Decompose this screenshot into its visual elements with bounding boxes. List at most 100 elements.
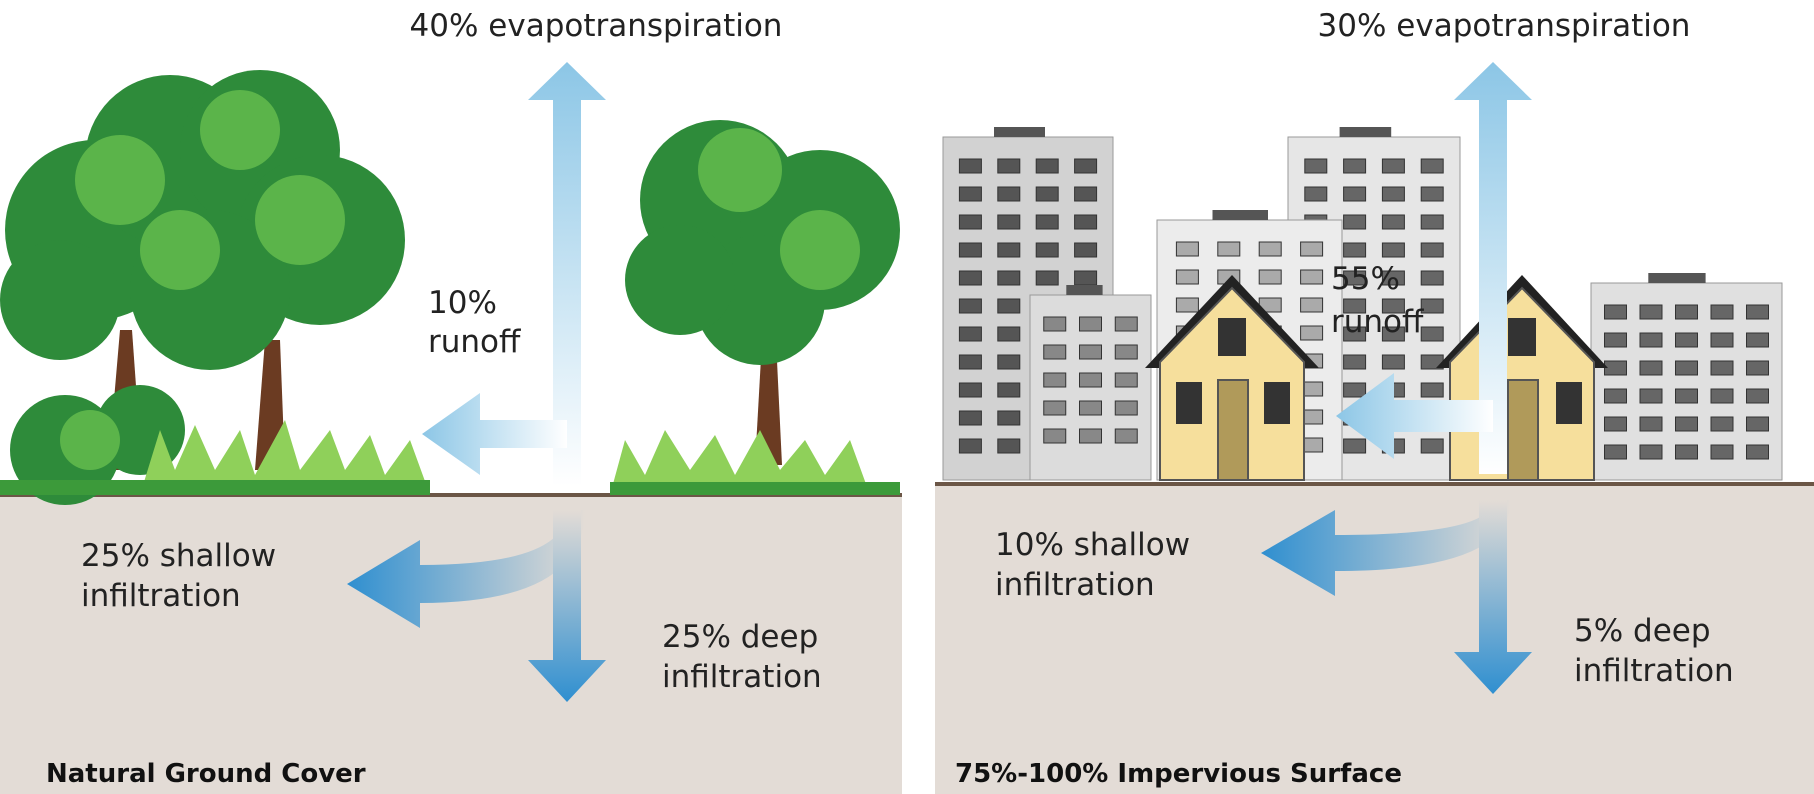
evapotranspiration-label: 30% evapotranspiration <box>1318 8 1691 44</box>
window <box>1075 243 1097 257</box>
window <box>1344 215 1366 229</box>
window <box>1075 159 1097 173</box>
runoff-label: runoff <box>1331 304 1424 340</box>
window <box>1080 429 1102 443</box>
window <box>1421 159 1443 173</box>
window <box>1036 243 1058 257</box>
window <box>1747 305 1769 319</box>
window <box>1344 355 1366 369</box>
window <box>1344 439 1366 453</box>
window <box>959 383 981 397</box>
window <box>1301 270 1323 284</box>
diagram: 40% evapotranspiration 10% runoff 25% sh… <box>0 0 1814 794</box>
window <box>959 299 981 313</box>
window <box>1640 445 1662 459</box>
runoff-label: runoff <box>428 324 521 360</box>
window <box>1075 271 1097 285</box>
window <box>1382 215 1404 229</box>
window <box>1676 389 1698 403</box>
window <box>1747 333 1769 347</box>
window <box>998 215 1020 229</box>
window <box>1640 389 1662 403</box>
window <box>1115 401 1137 415</box>
deep-label: infiltration <box>662 659 822 695</box>
window <box>1259 270 1281 284</box>
window <box>1301 298 1323 312</box>
window <box>998 355 1020 369</box>
window <box>998 411 1020 425</box>
window <box>1747 389 1769 403</box>
window <box>1747 417 1769 431</box>
window <box>1640 305 1662 319</box>
window <box>1115 317 1137 331</box>
window <box>1176 298 1198 312</box>
window <box>1711 445 1733 459</box>
page: {"panels": [ {"title": "Natural Ground C… <box>0 0 1814 794</box>
deep-label: 5% deep <box>1574 613 1711 649</box>
window <box>1382 187 1404 201</box>
window <box>1711 361 1733 375</box>
window <box>1747 361 1769 375</box>
panel-title: Natural Ground Cover <box>46 759 366 789</box>
shallow-label: 10% shallow <box>995 527 1190 563</box>
window <box>998 327 1020 341</box>
window <box>1344 243 1366 257</box>
shallow-label: 25% shallow <box>81 538 276 574</box>
window <box>1080 373 1102 387</box>
window <box>1676 333 1698 347</box>
window <box>1044 401 1066 415</box>
window <box>1382 243 1404 257</box>
roof-unit <box>1066 285 1102 295</box>
window <box>1044 317 1066 331</box>
window <box>1676 305 1698 319</box>
window <box>1421 327 1443 341</box>
window <box>1421 299 1443 313</box>
window <box>998 299 1020 313</box>
window <box>959 327 981 341</box>
window <box>1421 383 1443 397</box>
window <box>998 439 1020 453</box>
window <box>1259 242 1281 256</box>
roof-unit <box>1213 210 1269 220</box>
window <box>1080 401 1102 415</box>
window <box>1421 271 1443 285</box>
window <box>1115 429 1137 443</box>
window <box>1036 187 1058 201</box>
window <box>1044 373 1066 387</box>
window <box>959 411 981 425</box>
window <box>1305 187 1327 201</box>
window <box>1421 187 1443 201</box>
window <box>1382 159 1404 173</box>
window <box>1115 373 1137 387</box>
window <box>1075 215 1097 229</box>
window <box>1711 389 1733 403</box>
runoff-label: 10% <box>428 285 497 321</box>
window <box>998 187 1020 201</box>
deep-label: infiltration <box>1574 653 1734 689</box>
window <box>1711 333 1733 347</box>
window <box>1344 187 1366 201</box>
window <box>1747 445 1769 459</box>
window <box>1305 159 1327 173</box>
runoff-label: 55% <box>1331 261 1400 297</box>
window <box>1605 333 1627 347</box>
window <box>1080 317 1102 331</box>
window <box>1176 242 1198 256</box>
window <box>1421 439 1443 453</box>
window <box>1640 333 1662 347</box>
deep-label: 25% deep <box>662 619 818 655</box>
window <box>1640 417 1662 431</box>
evapotranspiration-label: 40% evapotranspiration <box>410 8 783 44</box>
window <box>1344 159 1366 173</box>
window <box>1605 445 1627 459</box>
window <box>1382 355 1404 369</box>
window <box>1640 361 1662 375</box>
window <box>998 243 1020 257</box>
window <box>1605 417 1627 431</box>
window <box>1115 345 1137 359</box>
window <box>998 159 1020 173</box>
window <box>959 243 981 257</box>
window <box>1301 326 1323 340</box>
window <box>1605 389 1627 403</box>
window <box>959 215 981 229</box>
